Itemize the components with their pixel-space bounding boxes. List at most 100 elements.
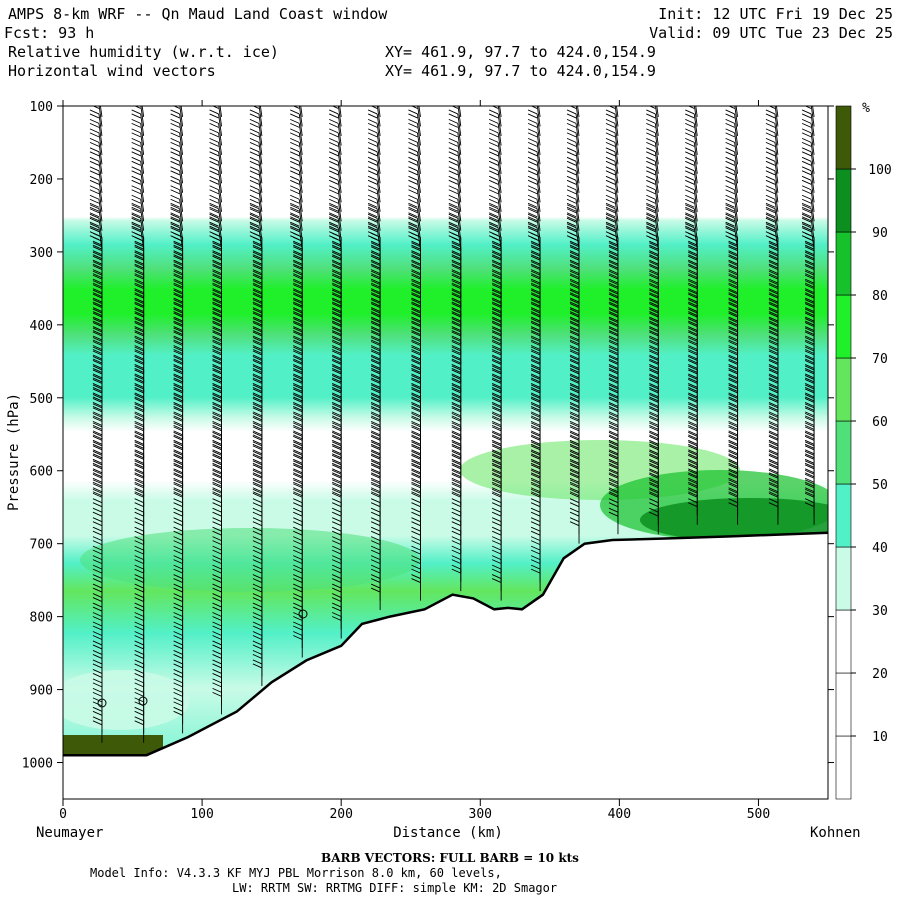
wind-barb-flag (411, 469, 421, 475)
wind-barb-flag (212, 311, 222, 316)
wind-barb-flag (134, 392, 144, 398)
wind-barb-flag (608, 507, 619, 513)
wind-barb-flag (293, 430, 303, 436)
wind-barb-staff (376, 180, 381, 203)
wind-barb-flag (530, 341, 541, 346)
wind-barb-staff (654, 161, 659, 184)
wind-barb-flag (491, 299, 502, 304)
wind-barb-flag (451, 559, 461, 565)
wind-barb-flag (408, 141, 418, 147)
wind-barb-flag (173, 597, 183, 602)
wind-barb-flag (488, 122, 499, 128)
wind-barb-flag (252, 360, 263, 365)
wind-barb-flag (605, 185, 616, 191)
wind-barb-flag (370, 492, 381, 498)
wind-barb-flag (411, 468, 421, 474)
wind-barb-flag (92, 365, 103, 371)
wind-barb-flag (566, 132, 577, 138)
wind-barb-flag (605, 198, 616, 204)
wind-barb-staff (298, 113, 303, 136)
wind-barb-flag (92, 345, 103, 350)
wind-barb-flag (688, 396, 698, 402)
wind-barb-flag (293, 443, 303, 449)
wind-barb-flag (370, 472, 381, 478)
wind-barb-flag (212, 472, 222, 478)
wind-barb-flag (370, 443, 381, 449)
wind-barb-flag (688, 502, 698, 508)
wind-barb-flag (530, 270, 541, 276)
wind-barb-flag (768, 261, 779, 267)
wind-barb-flag (212, 246, 222, 252)
wind-barb-flag (370, 307, 381, 312)
wind-barb-flag (331, 511, 342, 517)
wind-barb-flag (173, 502, 183, 508)
wind-barb-flag (605, 118, 616, 124)
wind-barb-flag (608, 401, 619, 407)
wind-barb-flag (768, 449, 779, 455)
wind-barb-flag (566, 227, 577, 233)
wind-barb-flag (92, 405, 103, 411)
wind-barb-flag (411, 270, 421, 276)
wind-barb-flag (491, 251, 502, 257)
wind-barb-flag (768, 265, 779, 271)
wind-barb-flag (608, 263, 619, 269)
wind-barb-flag (728, 498, 738, 504)
x-axis-label: Distance (km) (393, 825, 503, 841)
wind-barb-flag (367, 206, 378, 212)
wind-barb-flag (134, 706, 144, 712)
wind-barb-flag (252, 439, 263, 445)
wind-barb-flag (804, 412, 815, 418)
wind-barb-flag (370, 449, 381, 455)
wind-barb-flag (293, 549, 303, 555)
wind-barb-flag (252, 449, 263, 455)
wind-barb-flag (608, 254, 619, 260)
wind-barb-flag (488, 204, 499, 210)
wind-barb-flag (608, 270, 619, 276)
wind-barb-flag (249, 204, 260, 210)
wind-barb-flag (252, 326, 263, 331)
wind-barb-flag (768, 498, 779, 504)
wind-barb-flag (608, 236, 619, 242)
wind-barb-flag (451, 375, 461, 380)
wind-barb-flag (608, 316, 619, 322)
wind-barb-flag (293, 587, 303, 593)
wind-barb-flag (728, 280, 738, 286)
wind-barb-flag (290, 109, 300, 115)
wind-barb-flag (649, 498, 659, 504)
wind-barb-flag (608, 346, 619, 352)
wind-barb-flag (728, 472, 738, 478)
wind-barb-flag (569, 481, 580, 487)
wind-barb-flag (569, 292, 580, 298)
wind-barb-flag (212, 449, 222, 455)
wind-barb-flag (328, 156, 339, 162)
wind-barb-staff (337, 151, 342, 174)
wind-barb-flag (530, 284, 541, 290)
wind-barb-flag (530, 453, 541, 459)
wind-barb-flag (804, 278, 815, 284)
wind-barb-flag (569, 384, 580, 390)
wind-barb-flag (89, 212, 100, 218)
wind-barb-staff (298, 189, 303, 212)
wind-barb-flag (367, 227, 378, 233)
wind-barb-flag (331, 379, 342, 384)
wind-barb-flag (370, 280, 381, 286)
wind-barb-flag (209, 141, 219, 147)
wind-barb-staff (337, 142, 342, 165)
wind-barb-flag (530, 487, 541, 493)
wind-barb-flag (249, 147, 260, 153)
wind-barb-flag (530, 307, 541, 312)
wind-barb-flag (649, 450, 659, 456)
wind-barb-flag (131, 221, 141, 227)
wind-barb-flag (134, 401, 144, 407)
wind-barb-flag (768, 422, 779, 428)
wind-barb-flag (252, 549, 263, 555)
wind-barb-flag (89, 166, 100, 172)
wind-barb-flag (249, 198, 260, 204)
wind-barb-flag (92, 412, 103, 418)
wind-barb-flag (488, 213, 499, 219)
wind-barb-flag (530, 254, 541, 260)
wind-barb-flag (566, 198, 577, 204)
wind-barb-flag (331, 308, 342, 314)
wind-barb-staff (140, 170, 145, 193)
wind-barb-flag (768, 341, 779, 346)
